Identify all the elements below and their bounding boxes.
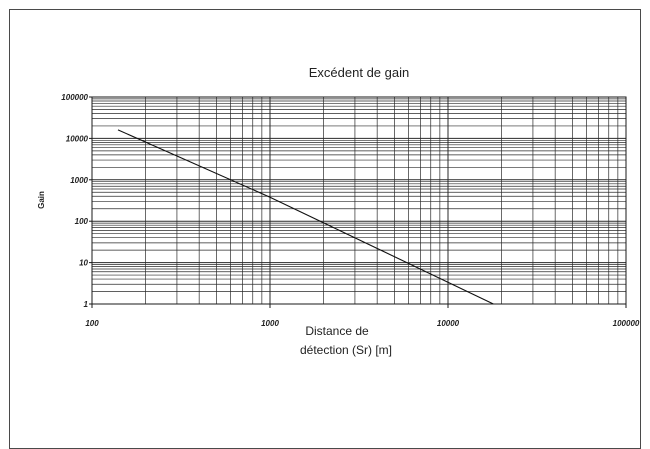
x-axis-label-line-2: détection (Sr) [m]	[300, 343, 392, 357]
series-group	[117, 129, 494, 305]
chart-svg: Excédent de gain 1 10 100 1000 10000 100000 1…	[37, 65, 640, 357]
x-tick-label: 100000	[613, 319, 640, 328]
y-tick-label: 10	[79, 259, 88, 268]
x-tick-label: 10000	[437, 319, 460, 328]
series-line	[117, 129, 494, 305]
y-axis-label: Gain	[37, 191, 46, 209]
x-axis-label-line-1: Distance de	[305, 324, 369, 338]
y-tick-labels: 1 10 100 1000 10000 100000	[61, 93, 92, 309]
y-tick-label: 1000	[70, 176, 88, 185]
x-tick-labels: 100 1000 10000 100000	[85, 304, 640, 328]
x-tick-label: 1000	[261, 319, 279, 328]
y-tick-label: 100	[75, 217, 89, 226]
chart-title: Excédent de gain	[309, 65, 409, 80]
y-tick-label: 10000	[66, 134, 89, 143]
y-tick-label: 1	[84, 300, 89, 309]
plot-area	[91, 96, 627, 305]
grid	[91, 97, 626, 305]
y-tick-label: 100000	[61, 93, 88, 102]
x-tick-label: 100	[85, 319, 99, 328]
